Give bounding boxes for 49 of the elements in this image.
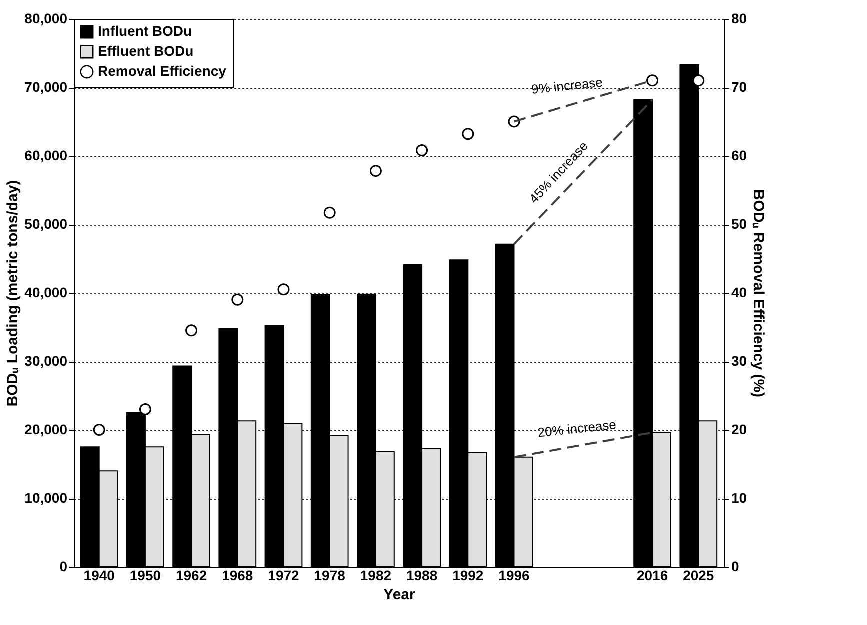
- y2-tick-label: 20: [732, 422, 748, 438]
- point: [462, 128, 474, 140]
- y2-tick-label: 80: [732, 10, 748, 26]
- y-tick-label: 70,000: [24, 79, 68, 95]
- legend-label: Removal Efficiency: [98, 63, 227, 79]
- point: [186, 324, 198, 337]
- point: [139, 403, 152, 416]
- legend-label: Effluent BODu: [98, 43, 194, 59]
- y2-tick-label: 30: [732, 353, 748, 369]
- point: [232, 294, 244, 306]
- y-tick-label: 80,000: [24, 10, 68, 26]
- point: [692, 74, 705, 87]
- y2-axis-title: BODᵤ Removal Efficiency (%): [750, 189, 768, 398]
- x-tick-label: 1978: [314, 568, 346, 584]
- point: [93, 424, 106, 436]
- x-tick-label: 1992: [452, 568, 484, 584]
- x-tick-label: 1982: [360, 568, 392, 584]
- y-axis-title: BODᵤ Loading (metric tons/day): [4, 180, 22, 407]
- point: [278, 284, 290, 296]
- x-tick-label: 1968: [222, 568, 254, 584]
- y-tick-label: 0: [60, 558, 68, 574]
- y-tick-label: 50,000: [24, 216, 68, 232]
- y-tick-label: 40,000: [24, 284, 68, 300]
- y2-tick-label: 0: [732, 558, 740, 574]
- y-tick-label: 30,000: [24, 353, 68, 369]
- x-tick-label: 2025: [683, 568, 714, 584]
- point: [324, 206, 336, 219]
- y2-tick-label: 10: [732, 490, 748, 506]
- y2-tick-label: 60: [732, 148, 748, 164]
- x-tick-label: 1940: [84, 568, 116, 584]
- point: [416, 144, 428, 157]
- y2-tick-label: 50: [732, 216, 748, 232]
- y-tick-label: 60,000: [24, 148, 68, 164]
- x-tick-label: 1996: [498, 568, 530, 584]
- legend-label: Influent BODu: [98, 23, 192, 39]
- point: [370, 165, 382, 178]
- annotation: 9% increase: [530, 74, 604, 98]
- x-tick-label: 1962: [176, 568, 208, 584]
- y2-tick-label: 70: [732, 79, 748, 95]
- point: [646, 74, 659, 87]
- y-tick-label: 20,000: [24, 422, 68, 438]
- annotation: 20% increase: [537, 417, 618, 440]
- x-tick-label: 2016: [636, 568, 668, 584]
- y2-tick-label: 40: [732, 284, 748, 300]
- x-tick-label: 1972: [268, 568, 300, 584]
- x-tick-label: 1988: [406, 568, 438, 584]
- x-axis-title: Year: [384, 586, 416, 604]
- x-tick-label: 1950: [130, 568, 162, 584]
- y-tick-label: 10,000: [24, 490, 68, 506]
